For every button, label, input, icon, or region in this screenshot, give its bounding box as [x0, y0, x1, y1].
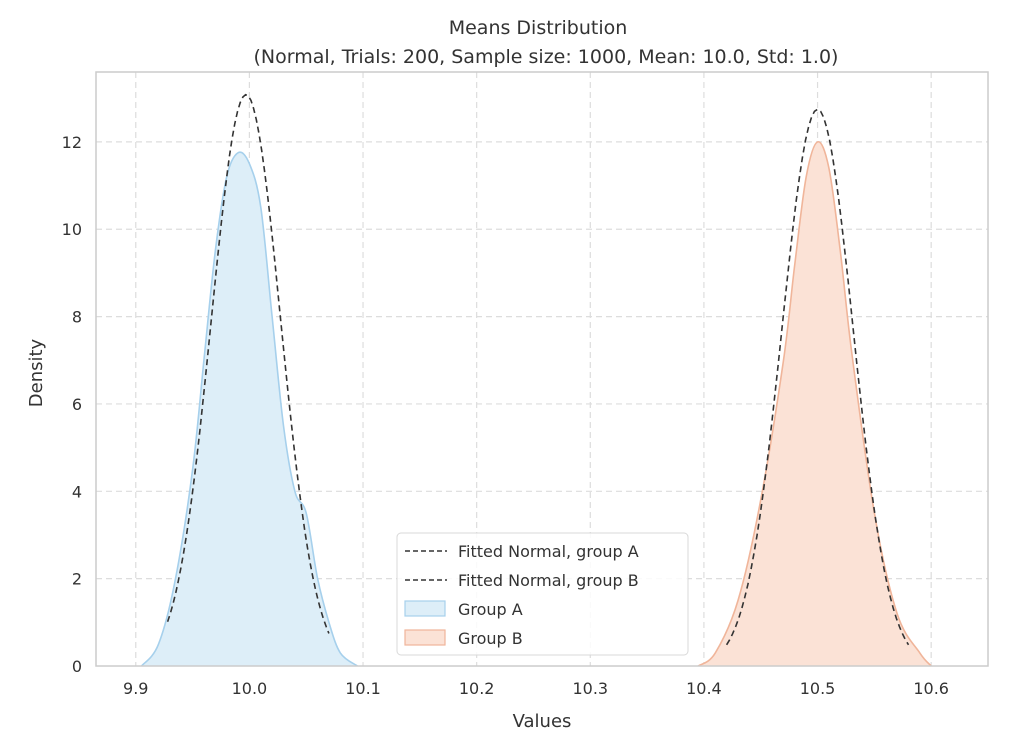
x-tick-label: 9.9 [123, 679, 148, 698]
chart-title: Means Distribution [449, 17, 628, 39]
x-tick-label: 10.0 [232, 679, 268, 698]
legend-label-group-b: Group B [458, 629, 523, 648]
group-b-outline [697, 141, 932, 667]
x-tick-label: 10.4 [686, 679, 722, 698]
y-tick-label: 2 [72, 570, 82, 589]
x-tick-label: 10.3 [572, 679, 608, 698]
y-tick-label: 6 [72, 395, 82, 414]
y-tick-label: 10 [62, 220, 82, 239]
y-tick-label: 8 [72, 308, 82, 327]
x-tick-label: 10.6 [913, 679, 949, 698]
y-tick-label: 4 [72, 482, 82, 501]
y-tick-labels: 0 2 4 6 8 10 12 [62, 133, 82, 676]
legend-box [396, 532, 689, 656]
x-tick-label: 10.2 [459, 679, 495, 698]
y-tick-label: 0 [72, 657, 82, 676]
legend-swatch-group-a [404, 600, 446, 617]
legend: Fitted Normal, group A Fitted Normal, gr… [396, 532, 689, 656]
x-tick-labels: 9.9 10.0 10.1 10.2 10.3 10.4 10.5 10.6 [123, 679, 949, 698]
y-axis-label: Density [26, 338, 47, 407]
group-a-outline [140, 151, 358, 667]
chart-subtitle: (Normal, Trials: 200, Sample size: 1000,… [254, 46, 839, 68]
fitted-normal-group-b-curve [725, 108, 910, 646]
x-tick-label: 10.5 [800, 679, 836, 698]
legend-swatch-group-b [404, 629, 446, 646]
legend-label-group-a: Group A [458, 600, 523, 619]
x-axis-label: Values [513, 711, 572, 732]
plot-frame [95, 71, 989, 667]
legend-label-fit-b: Fitted Normal, group B [458, 571, 639, 590]
fitted-normal-curves [166, 93, 910, 646]
y-tick-label: 12 [62, 133, 82, 152]
legend-label-fit-a: Fitted Normal, group A [458, 542, 639, 561]
group-a-area [141, 152, 358, 666]
x-tick-label: 10.1 [345, 679, 381, 698]
